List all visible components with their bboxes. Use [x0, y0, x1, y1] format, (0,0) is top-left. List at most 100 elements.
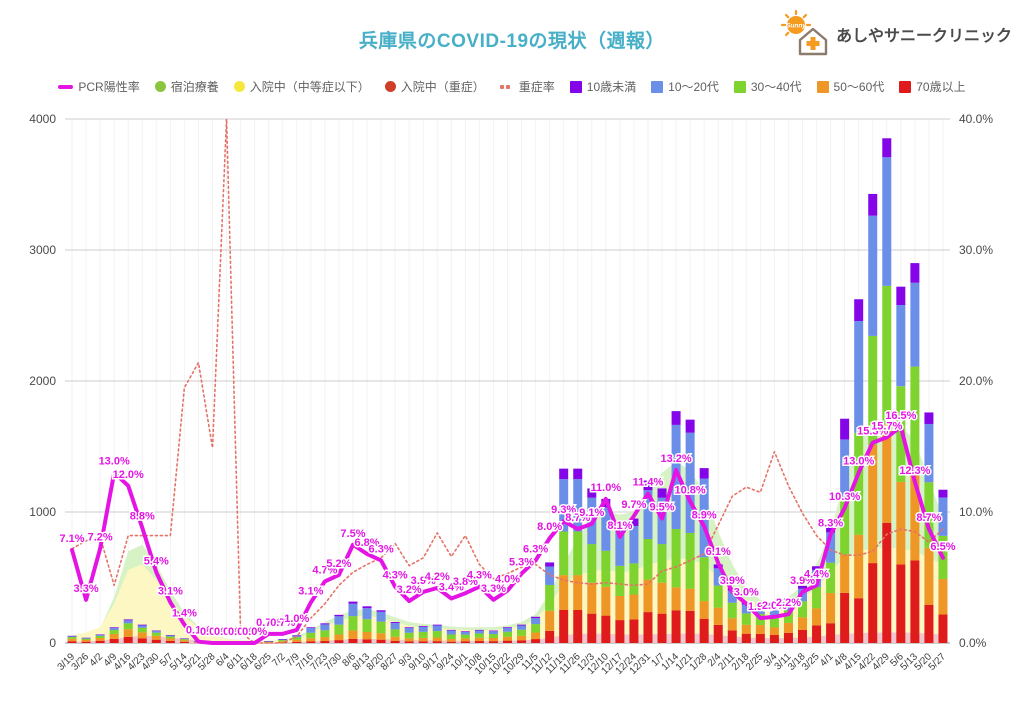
bar-segment	[503, 636, 512, 641]
stacked-age-bars	[67, 138, 948, 644]
bar-segment	[376, 610, 386, 612]
bar-segment	[418, 631, 428, 638]
bar-segment	[854, 321, 864, 433]
bar-segment	[910, 560, 920, 643]
point-label: 3.3%	[74, 583, 99, 595]
point-label: 12.3%	[899, 465, 930, 477]
bar-segment	[741, 613, 751, 625]
point-label: 7.2%	[88, 532, 113, 544]
legend-label: 70歳以上	[916, 80, 966, 94]
bar-segment	[826, 562, 836, 593]
clinic-logo: Sunny あしやサニークリニック	[780, 10, 1012, 58]
bar-segment	[432, 624, 442, 626]
bar-segment	[882, 157, 892, 286]
bar-segment	[573, 479, 583, 532]
bar-segment	[488, 638, 498, 642]
bar-segment	[320, 623, 330, 625]
bar-segment	[840, 592, 850, 643]
bar-segment	[685, 419, 695, 433]
right-axis-labels: 0.0% 10.0% 20.0% 30.0% 40.0%	[959, 112, 993, 650]
bar-segment	[798, 585, 807, 589]
bar-segment	[95, 634, 105, 636]
bar-segment	[503, 628, 512, 632]
svg-text:5/27: 5/27	[927, 651, 949, 673]
bar-segment	[460, 631, 470, 635]
left-axis-labels: 0 1000 2000 3000 4000	[29, 112, 56, 650]
bar-segment	[123, 620, 133, 624]
bar-segment	[545, 610, 555, 631]
point-label: 10.8%	[675, 485, 706, 497]
bar-segment	[812, 625, 822, 643]
legend-label: 10歳未満	[586, 80, 637, 94]
bar-segment	[657, 582, 667, 614]
legend-label: 入院中（重症）	[400, 80, 485, 94]
bar-segment	[503, 631, 512, 637]
point-label: 11.0%	[591, 482, 622, 494]
bar-segment	[165, 635, 175, 637]
area-series	[72, 547, 943, 643]
bar-segment	[868, 215, 878, 336]
bar-segment	[306, 627, 316, 629]
bar-segment	[264, 642, 274, 644]
bar-segment	[137, 624, 147, 626]
bar-segment	[826, 592, 836, 624]
over-70-swatch	[899, 80, 912, 93]
bar-segment	[854, 598, 864, 643]
bar-segment	[601, 507, 611, 551]
bar-segment	[868, 335, 878, 445]
point-label: 3.4%	[439, 581, 464, 593]
page-title: 兵庫県のCOVID-19の現状（週報）	[358, 31, 666, 52]
bar-segment	[179, 638, 189, 639]
point-label: 3.8%	[453, 576, 478, 588]
bar-segment	[123, 619, 133, 621]
hospitalized-moderate-swatch	[233, 81, 245, 92]
bar-segment	[306, 632, 316, 639]
bar-segment	[151, 639, 161, 643]
point-label: 5.3%	[509, 557, 534, 569]
bar-segment	[474, 641, 484, 643]
bar-segment	[826, 623, 836, 643]
bar-segment	[854, 299, 864, 322]
30s-40s-swatch	[733, 80, 746, 93]
svg-text:10.0%: 10.0%	[959, 505, 993, 519]
bar-segment	[362, 639, 372, 643]
legend-item-hospitalized-severe: 入院中（重症）	[384, 78, 485, 95]
10s-20s-swatch	[651, 80, 664, 93]
bar-segment	[798, 629, 807, 643]
bar-segment	[306, 628, 316, 633]
bar-segment	[67, 635, 77, 637]
bar-segment	[81, 641, 91, 643]
bar-segment	[81, 638, 91, 639]
legend-item-30s-40s: 30〜40代	[733, 78, 802, 95]
chart-legend: PCR陽性率 宿泊療養 入院中（中等症以下） 入院中（重症） 重症率 10歳未満…	[0, 78, 1024, 95]
bar-segment	[629, 518, 639, 527]
bar-segment	[348, 601, 358, 604]
bar-segment	[418, 626, 428, 632]
point-label: 12.0%	[113, 469, 144, 481]
bar-segment	[109, 630, 119, 634]
bar-segment	[882, 138, 892, 158]
bar-segment	[404, 641, 414, 643]
legend-label: 入院中（中等症以下）	[249, 80, 370, 94]
legend-label: 50〜60代	[833, 80, 885, 94]
svg-text:20.0%: 20.0%	[959, 374, 993, 388]
legend-item-10s-20s: 10〜20代	[651, 78, 719, 95]
bar-segment	[741, 624, 751, 634]
bar-segment	[755, 633, 765, 643]
bar-segment	[334, 640, 344, 643]
bar-segment	[783, 622, 793, 633]
cross-icon	[806, 37, 820, 50]
svg-text:0: 0	[49, 636, 56, 650]
bar-segment	[432, 631, 442, 638]
bar-segment	[109, 633, 119, 639]
bar-segment	[123, 636, 133, 643]
svg-text:1000: 1000	[29, 505, 56, 519]
x-axis-labels: 3/193/264/24/94/164/234/305/75/145/215/2…	[56, 651, 949, 677]
bar-segment	[896, 481, 906, 565]
point-label: 6.5%	[930, 541, 955, 553]
bar-segment	[601, 550, 611, 587]
bar-segment	[826, 526, 836, 533]
bar-segment	[910, 263, 920, 283]
bar-segment	[137, 625, 147, 628]
bar-segment	[306, 641, 316, 643]
